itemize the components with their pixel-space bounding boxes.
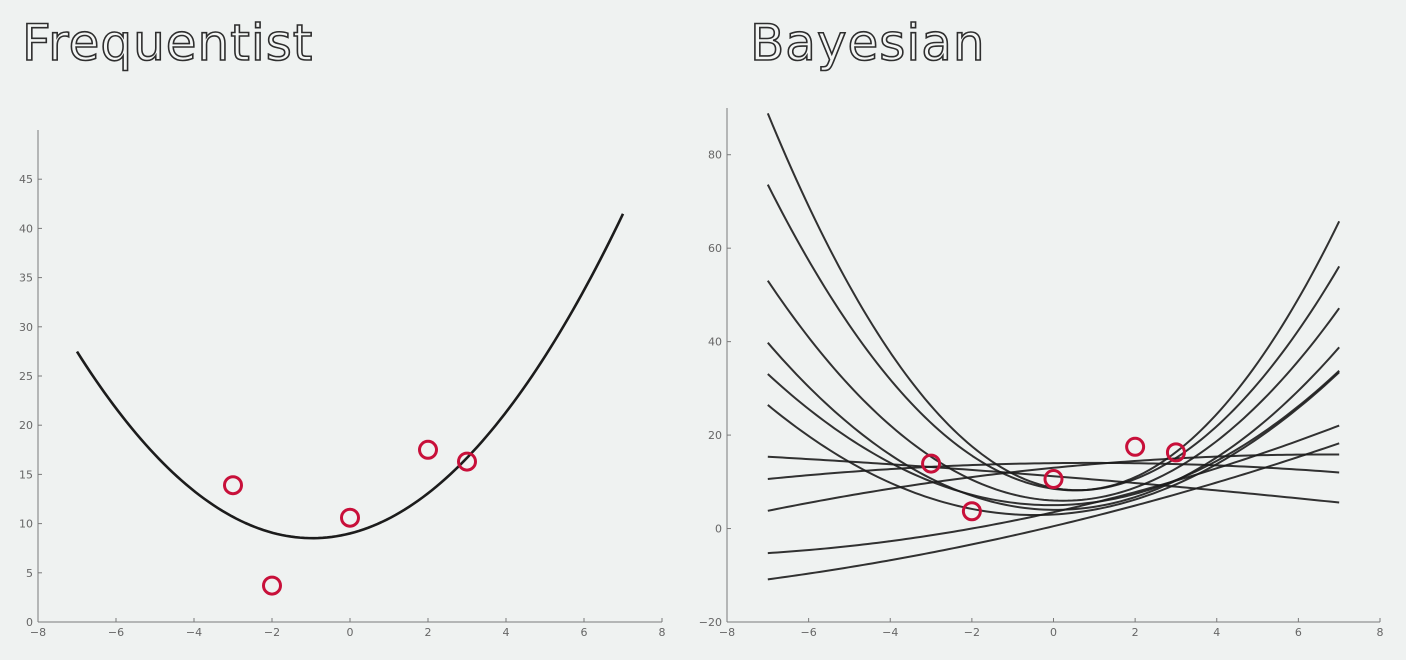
y-tick-label: 20 <box>19 419 33 432</box>
frequentist-plot: −8 −6 −4 −2 0 2 4 6 8 0 5 10 15 20 25 30 35 40 45 <box>19 130 666 639</box>
x-tick-label: −2 <box>264 626 280 639</box>
y-tick-label: −20 <box>699 616 722 629</box>
x-tick-label: 6 <box>1295 626 1302 639</box>
data-point <box>1043 469 1064 490</box>
y-tick-label: 0 <box>715 523 722 536</box>
data-point <box>921 453 942 474</box>
sample-curve-9 <box>767 453 1340 512</box>
data-point <box>457 451 477 472</box>
sample-curve-7 <box>767 455 1340 504</box>
x-tick-label: 6 <box>581 626 588 639</box>
data-point <box>223 475 243 496</box>
x-tick-label: −4 <box>882 626 898 639</box>
chart-title-bayesian: Bayesian <box>749 13 986 73</box>
sample-curve-4 <box>767 342 1340 511</box>
data-point <box>262 575 282 596</box>
y-tick-label: 60 <box>708 242 722 255</box>
x-tick-label: 2 <box>1132 626 1139 639</box>
y-tick-label: 45 <box>19 173 33 186</box>
y-tick-label: 5 <box>26 567 33 580</box>
x-tick-label: −8 <box>30 626 46 639</box>
x-tick-label: −2 <box>964 626 980 639</box>
chart-title-frequentist: Frequentist <box>21 13 314 73</box>
x-tick-label: −4 <box>186 626 202 639</box>
data-point <box>961 501 982 522</box>
fit-curve <box>75 213 625 540</box>
x-tick-label: 4 <box>1213 626 1220 639</box>
x-tick-label: 0 <box>347 626 354 639</box>
data-point <box>1165 442 1186 463</box>
y-tick-label: 15 <box>19 468 33 481</box>
x-tick-label: 0 <box>1050 626 1057 639</box>
y-tick-label: 40 <box>19 222 33 235</box>
sample-curve-6 <box>767 371 1340 517</box>
x-tick-label: −8 <box>719 626 735 639</box>
y-tick-label: 0 <box>26 616 33 629</box>
x-tick-label: 8 <box>659 626 666 639</box>
x-tick-label: −6 <box>108 626 124 639</box>
sample-curve-2 <box>766 184 1341 492</box>
x-tick-label: 2 <box>425 626 432 639</box>
x-tick-label: 4 <box>503 626 510 639</box>
x-tick-label: 8 <box>1377 626 1384 639</box>
y-tick-label: 20 <box>708 429 722 442</box>
y-tick-label: 80 <box>708 149 722 162</box>
data-point <box>340 507 360 528</box>
sample-curve-5 <box>767 370 1340 507</box>
y-tick-label: 40 <box>708 336 722 349</box>
y-tick-label: 25 <box>19 370 33 383</box>
y-tick-label: 30 <box>19 321 33 334</box>
data-point <box>418 439 438 460</box>
data-point <box>1125 436 1146 457</box>
sample-curve-3 <box>766 280 1341 502</box>
sample-curve-1 <box>766 112 1341 492</box>
sample-curve-11 <box>767 442 1340 581</box>
y-tick-label: 35 <box>19 272 33 285</box>
sample-curve-8 <box>767 461 1340 480</box>
sample-curve-10 <box>767 424 1340 555</box>
y-tick-label: 10 <box>19 518 33 531</box>
x-tick-label: −6 <box>801 626 817 639</box>
